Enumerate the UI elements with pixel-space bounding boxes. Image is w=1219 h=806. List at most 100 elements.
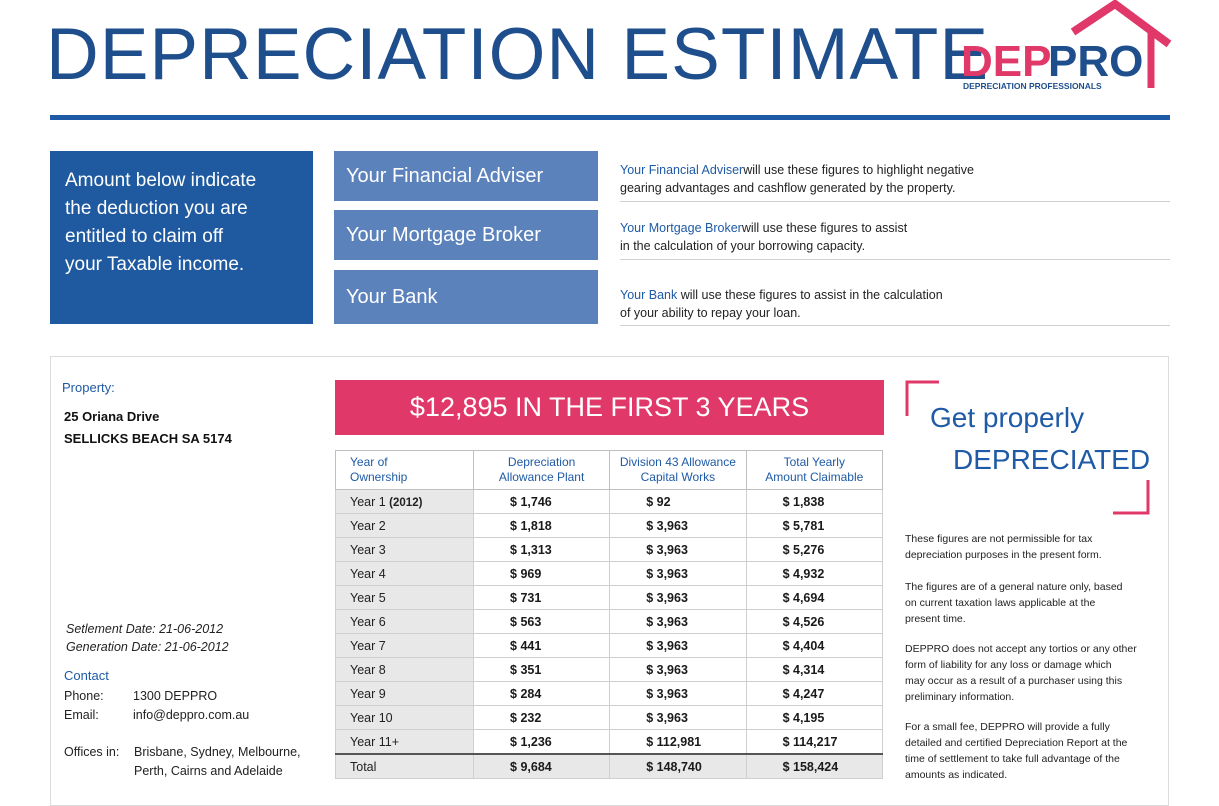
- total-cell: $ 4,247: [745, 681, 884, 706]
- role-desc-text: will use these figures to assist: [741, 221, 908, 235]
- contact-label: Contact: [64, 668, 109, 683]
- role-desc-mortgage-broker: Your Mortgage Brokerwill use these figur…: [620, 219, 1170, 260]
- cta-line1: Get properly: [930, 402, 1085, 433]
- role-desc-highlight: Your Mortgage Broker: [620, 221, 742, 235]
- year-cell: Year 2: [334, 513, 475, 538]
- year-cell: Year 1 (2012): [334, 489, 475, 514]
- page-title: DEPRECIATION ESTIMATE: [46, 14, 990, 95]
- plant-cell: $ 731: [473, 585, 611, 610]
- year-cell: Year 5: [334, 585, 475, 610]
- intro-line: entitled to claim off: [65, 226, 224, 247]
- role-desc-highlight: Your Financial Adviser: [620, 163, 744, 177]
- total-plant-cell: $ 9,684: [473, 753, 611, 779]
- disclaimer-3: DEPPRO does not accept any tortios or an…: [905, 643, 1137, 703]
- intro-line: your Taxable income.: [65, 254, 245, 275]
- role-bank: Your Bank: [334, 270, 598, 324]
- settlement-date: Setlement Date: 21-06-2012: [66, 622, 224, 636]
- first-three-years-banner: $12,895 IN THE FIRST 3 YEARS: [335, 380, 884, 435]
- logo-tagline: DEPRECIATION PROFESSIONALS: [963, 81, 1102, 91]
- table-row: Year 1 (2012) $ 1,746 $ 92 $ 1,838: [334, 489, 884, 514]
- plant-cell: $ 969: [473, 561, 611, 586]
- plant-cell: $ 284: [473, 681, 611, 706]
- total-label-cell: Total: [334, 753, 475, 779]
- total-cell: $ 4,195: [745, 705, 884, 730]
- offices-line2: Perth, Cairns and Adelaide: [134, 764, 283, 778]
- table-row: Year 5 $ 731 $ 3,963 $ 4,694: [334, 585, 884, 610]
- capital-cell: $ 3,963: [609, 705, 747, 730]
- total-cell: $ 4,404: [745, 633, 884, 658]
- header-capital-works: Division 43 Allowance Capital Works: [609, 450, 747, 490]
- role-mortgage-broker: Your Mortgage Broker: [334, 210, 598, 260]
- total-capital-cell: $ 148,740: [609, 753, 747, 779]
- table-row: Year 8 $ 351 $ 3,963 $ 4,314: [334, 657, 884, 682]
- intro-line: Amount below indicate: [65, 170, 257, 191]
- plant-cell: $ 1,313: [473, 537, 611, 562]
- table-header-row: Year of Ownership Depreciation Allowance P…: [334, 450, 884, 490]
- total-cell: $ 4,932: [745, 561, 884, 586]
- logo-pro-text: PRO: [1048, 37, 1143, 86]
- year-cell: Year 7: [334, 633, 475, 658]
- plant-cell: $ 441: [473, 633, 611, 658]
- intro-box: Amount below indicate the deduction you …: [50, 151, 313, 324]
- role-desc-text: of your ability to repay your loan.: [620, 306, 801, 320]
- total-total-cell: $ 158,424: [745, 753, 884, 779]
- table-total-row: Total $ 9,684 $ 148,740 $ 158,424: [334, 753, 884, 779]
- phone-value: 1300 DEPPRO: [133, 689, 218, 703]
- capital-cell: $ 3,963: [609, 633, 747, 658]
- role-desc-text: will use these figures to assist in the …: [677, 288, 943, 302]
- cta-line2: DEPRECIATED: [953, 444, 1151, 475]
- table-row: Year 9 $ 284 $ 3,963 $ 4,247: [334, 681, 884, 706]
- table-row: Year 3 $ 1,313 $ 3,963 $ 5,276: [334, 537, 884, 562]
- disclaimer-2: The figures are of a general nature only…: [905, 581, 1123, 625]
- table-row: Year 7 $ 441 $ 3,963 $ 4,404: [334, 633, 884, 658]
- capital-cell: $ 3,963: [609, 537, 747, 562]
- capital-cell: $ 3,963: [609, 657, 747, 682]
- year-cell: Year 10: [334, 705, 475, 730]
- capital-cell: $ 3,963: [609, 585, 747, 610]
- total-cell: $ 1,838: [745, 489, 884, 514]
- capital-cell: $ 3,963: [609, 561, 747, 586]
- header-year-of-ownership: Year of Ownership: [334, 450, 475, 490]
- total-cell: $ 114,217: [745, 729, 884, 755]
- year-note: (2012): [389, 496, 423, 509]
- disclaimer-4: For a small fee, DEPPRO will provide a f…: [905, 721, 1128, 781]
- capital-cell: $ 3,963: [609, 681, 747, 706]
- year-cell: Year 6: [334, 609, 475, 634]
- logo-dep-text: DEP: [961, 37, 1051, 86]
- header-divider: [50, 115, 1170, 120]
- capital-cell: $ 3,963: [609, 609, 747, 634]
- generation-date: Generation Date: 21-06-2012: [66, 640, 229, 654]
- header-plant-allowance: Depreciation Allowance Plant: [473, 450, 611, 490]
- email-value[interactable]: info@deppro.com.au: [133, 708, 250, 722]
- year-cell: Year 4: [334, 561, 475, 586]
- plant-cell: $ 1,818: [473, 513, 611, 538]
- offices-line1: Brisbane, Sydney, Melbourne,: [134, 745, 301, 759]
- capital-cell: $ 92: [609, 489, 747, 514]
- property-address-line2: SELLICKS BEACH SA 5174: [64, 431, 232, 446]
- role-desc-text: will use these figures to highlight nega…: [743, 163, 974, 177]
- table-row: Year 4 $ 969 $ 3,963 $ 4,932: [334, 561, 884, 586]
- house-logo-icon: DEP PRO DEPRECIATION PROFESSIONALS: [961, 0, 1172, 91]
- offices-label: Offices in:: [64, 745, 120, 759]
- disclaimer-1: These figures are not permissible for ta…: [905, 533, 1102, 561]
- property-address-line1: 25 Oriana Drive: [64, 409, 160, 424]
- intro-line: the deduction you are: [65, 198, 248, 219]
- total-cell: $ 5,781: [745, 513, 884, 538]
- deppro-logo: DEP PRO DEPRECIATION PROFESSIONALS: [955, 0, 1175, 100]
- role-desc-bank: Your Bank will use these figures to assi…: [620, 286, 1170, 326]
- role-desc-highlight: Your Bank: [620, 288, 678, 302]
- year-cell: Year 8: [334, 657, 475, 682]
- total-cell: $ 4,694: [745, 585, 884, 610]
- plant-cell: $ 1,236: [473, 729, 611, 755]
- email-label: Email:: [64, 708, 99, 722]
- plant-cell: $ 563: [473, 609, 611, 634]
- table-row: Year 11+ $ 1,236 $ 112,981 $ 114,217: [334, 729, 884, 755]
- year-cell: Year 11+: [334, 729, 475, 755]
- header-total-claimable: Total Yearly Amount Claimable: [745, 450, 884, 490]
- cta-corner-frame: [905, 380, 1150, 515]
- total-cell: $ 4,314: [745, 657, 884, 682]
- role-desc-text: gearing advantages and cashflow generate…: [620, 181, 956, 195]
- total-cell: $ 4,526: [745, 609, 884, 634]
- role-financial-adviser: Your Financial Adviser: [334, 151, 598, 201]
- plant-cell: $ 351: [473, 657, 611, 682]
